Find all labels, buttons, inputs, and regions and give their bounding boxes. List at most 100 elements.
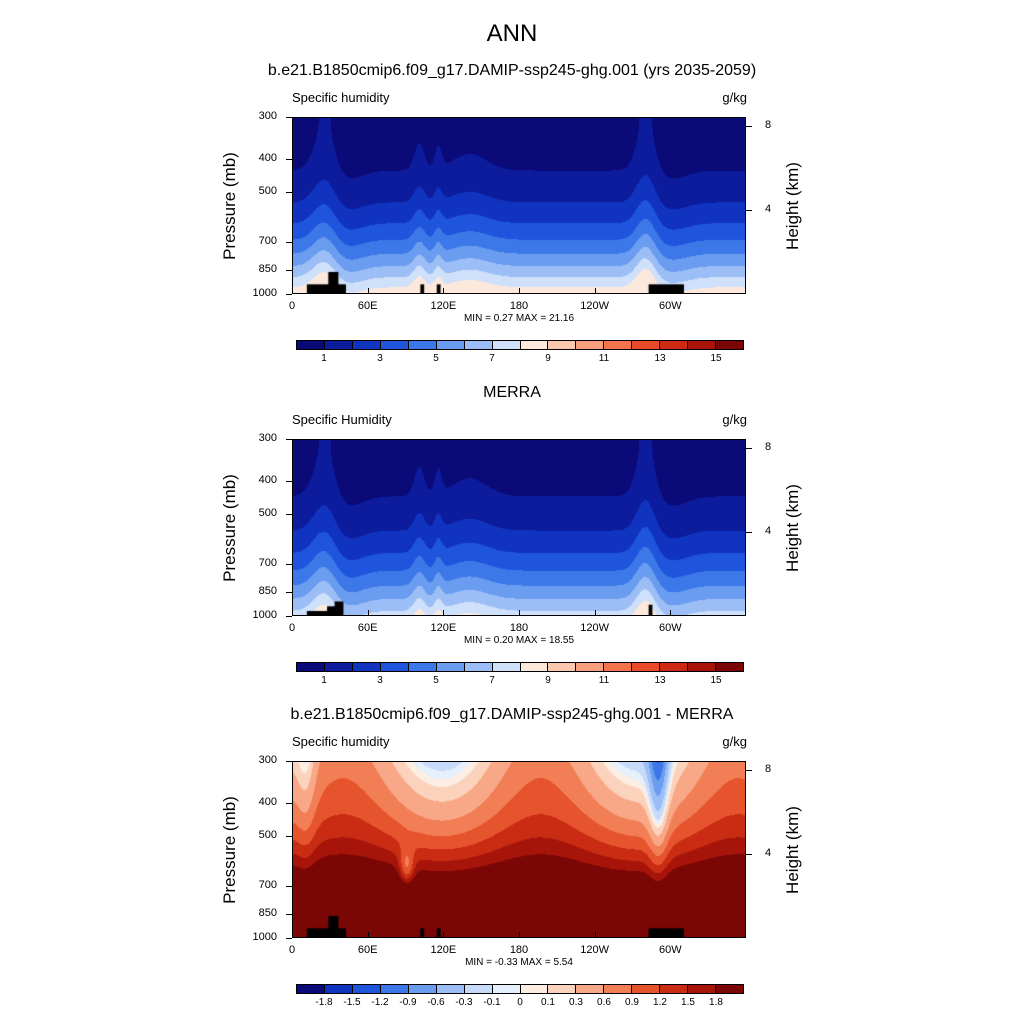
panel-1-x-tick-label: 60W bbox=[659, 300, 682, 312]
panel-3-y-tick bbox=[286, 761, 292, 762]
panel-2-min-max: MIN = 0.20 MAX = 18.55 bbox=[463, 635, 575, 646]
panel-1-y-tick bbox=[286, 294, 292, 295]
panel-3-y-tick-label: 500 bbox=[258, 829, 277, 842]
panel-1-x-tick bbox=[594, 288, 596, 294]
panel-1-y2-tick bbox=[746, 209, 752, 211]
panel-2-y2-axis-title: Height (km) bbox=[783, 483, 802, 572]
panel-3-colorbar-label: 1.8 bbox=[709, 997, 723, 1008]
panel-3-y2-tick bbox=[746, 853, 752, 855]
colorbar-swatch bbox=[464, 985, 493, 993]
panel-3-y-tick-label: 1000 bbox=[252, 931, 277, 943]
panel-3-y-tick bbox=[286, 803, 292, 805]
panel-3-x-tick bbox=[670, 932, 672, 938]
panel-3-x-tick bbox=[443, 932, 445, 938]
panel-2-y-tick-label: 400 bbox=[258, 474, 277, 487]
colorbar-swatch bbox=[408, 985, 437, 993]
panel-2-x-tick-label: 120W bbox=[580, 622, 610, 634]
panel-3-colorbar-label: 1.2 bbox=[653, 997, 667, 1008]
panel-3-colorbar-label: -1.5 bbox=[343, 997, 361, 1008]
panel-1-field-label: Specific humidity bbox=[292, 90, 390, 105]
colorbar-swatch bbox=[520, 663, 549, 671]
panel-2-title: MERRA bbox=[483, 384, 541, 401]
colorbar-swatch bbox=[352, 341, 381, 349]
colorbar-swatch bbox=[576, 663, 605, 671]
panel-1-y2-tick bbox=[746, 125, 752, 127]
panel-3-x-tick-label: 0 bbox=[288, 944, 296, 956]
figure-title: ANN bbox=[486, 20, 538, 47]
panel-3-y-tick-label: 700 bbox=[258, 878, 277, 891]
panel-1-colorbar-label: 5 bbox=[433, 353, 439, 364]
colorbar-swatch bbox=[408, 341, 437, 349]
panel-1-colorbar-label: 15 bbox=[710, 353, 722, 364]
panel-1-colorbar bbox=[296, 340, 744, 350]
colorbar-swatch bbox=[297, 663, 325, 671]
panel-1-y-tick bbox=[286, 117, 292, 118]
panel-2-y2-tick-label: 8 bbox=[765, 440, 772, 453]
colorbar-swatch bbox=[548, 985, 577, 993]
panel-1-x-tick bbox=[367, 288, 369, 294]
panel-3-x-tick bbox=[367, 932, 369, 938]
panel-3-x-tick-label: 180 bbox=[509, 944, 529, 956]
panel-2-x-tick bbox=[519, 610, 520, 616]
colorbar-swatch bbox=[604, 341, 633, 349]
panel-1-y-tick bbox=[286, 192, 292, 194]
panel-1-y2-tick-label: 8 bbox=[765, 118, 772, 131]
colorbar-swatch bbox=[436, 341, 465, 349]
panel-3-x-tick-label: 60E bbox=[357, 944, 378, 956]
panel-1-x-tick-label: 0 bbox=[288, 300, 296, 312]
colorbar-swatch bbox=[436, 663, 465, 671]
panel-3-y-axis-title: Pressure (mb) bbox=[220, 795, 239, 904]
panel-2-colorbar-label: 7 bbox=[489, 675, 495, 686]
panel-1-x-tick bbox=[670, 288, 672, 294]
panel-1-heatmap bbox=[293, 118, 745, 293]
panel-3-y-tick bbox=[286, 938, 292, 939]
panel-3-units: g/kg bbox=[722, 734, 747, 749]
panel-3-field-label: Specific humidity bbox=[292, 734, 390, 749]
panel-2-y2-tick-label: 4 bbox=[765, 524, 772, 537]
panel-3-colorbar-label: -0.9 bbox=[399, 997, 417, 1008]
panel-1-y-tick-label: 500 bbox=[258, 185, 277, 198]
panel-2-x-tick bbox=[670, 610, 672, 616]
panel-2-x-tick-label: 180 bbox=[509, 622, 529, 634]
panel-1-y2-axis-title: Height (km) bbox=[783, 161, 802, 250]
panel-3-x-tick-label: 120E bbox=[430, 944, 457, 956]
panel-2-field-label: Specific Humidity bbox=[292, 412, 392, 427]
panel-1-x-tick-label: 120W bbox=[580, 300, 610, 312]
panel-2-colorbar bbox=[296, 662, 744, 672]
panel-1-colorbar-label: 9 bbox=[545, 353, 551, 364]
panel-2-colorbar-label: 11 bbox=[598, 675, 610, 686]
panel-2-heatmap bbox=[293, 440, 745, 615]
panel-2-colorbar-label: 13 bbox=[654, 675, 666, 686]
panel-3-x-tick bbox=[292, 932, 293, 938]
colorbar-swatch bbox=[688, 985, 717, 993]
panel-3-colorbar-label: -0.6 bbox=[427, 997, 445, 1008]
panel-2-x-tick-label: 0 bbox=[288, 622, 296, 634]
panel-3-colorbar-label: -0.1 bbox=[483, 997, 501, 1008]
colorbar-swatch bbox=[716, 985, 743, 993]
panel-3-y-tick bbox=[286, 836, 292, 838]
panel-2-x-tick bbox=[594, 610, 596, 616]
colorbar-swatch bbox=[324, 341, 353, 349]
colorbar-swatch bbox=[716, 663, 743, 671]
panel-3-colorbar-label: 0.9 bbox=[625, 997, 639, 1008]
panel-2-y-tick bbox=[286, 514, 292, 516]
panel-2-plot-area bbox=[292, 439, 746, 616]
colorbar-swatch bbox=[660, 663, 689, 671]
colorbar-swatch bbox=[520, 341, 549, 349]
panel-1-x-tick-label: 180 bbox=[509, 300, 529, 312]
panel-1-y-axis-title: Pressure (mb) bbox=[220, 151, 239, 260]
panel-2-x-tick-label: 60W bbox=[659, 622, 682, 634]
panel-1-min-max: MIN = 0.27 MAX = 21.16 bbox=[463, 313, 575, 324]
colorbar-swatch bbox=[297, 985, 325, 993]
panel-3-colorbar-label: 0.3 bbox=[569, 997, 583, 1008]
colorbar-swatch bbox=[464, 663, 493, 671]
panel-3-y-tick-label: 400 bbox=[258, 796, 277, 809]
panel-2-y-tick-label: 1000 bbox=[252, 609, 277, 621]
panel-1-y-tick-label: 400 bbox=[258, 152, 277, 165]
panel-3-colorbar-label: -1.8 bbox=[315, 997, 333, 1008]
panel-2-colorbar-label: 9 bbox=[545, 675, 551, 686]
panel-2-y2-tick bbox=[746, 531, 752, 533]
panel-2-colorbar-label: 1 bbox=[321, 675, 327, 686]
panel-3-y-tick-label: 850 bbox=[258, 907, 277, 920]
colorbar-swatch bbox=[520, 985, 549, 993]
